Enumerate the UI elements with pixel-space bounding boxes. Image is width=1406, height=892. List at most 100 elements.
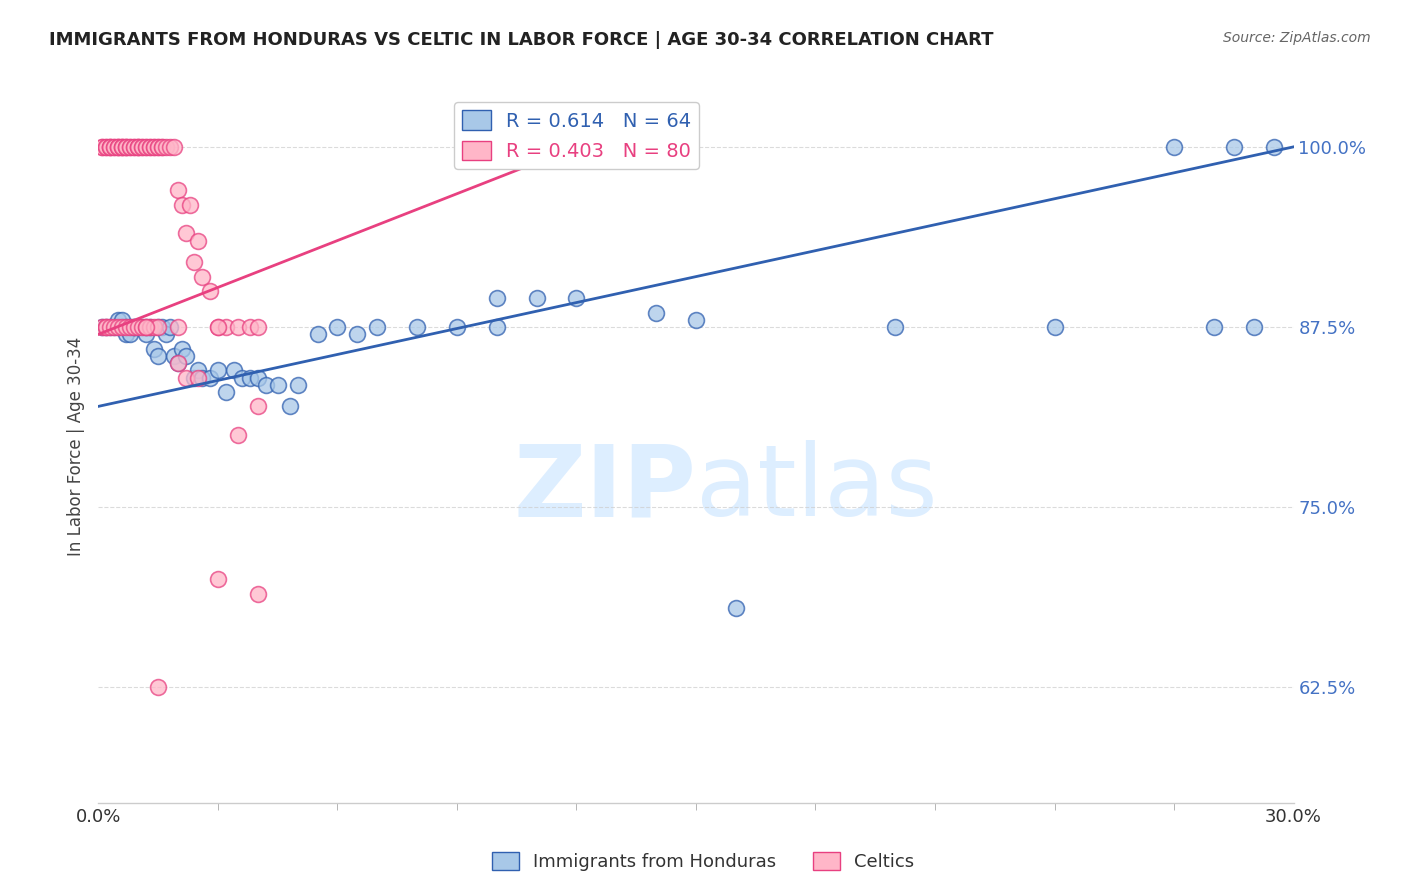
Point <box>191 269 214 284</box>
Point <box>127 140 149 154</box>
Point <box>124 320 146 334</box>
Point <box>187 370 209 384</box>
Point <box>226 428 249 442</box>
Point <box>103 320 125 334</box>
Point <box>565 291 588 305</box>
Point <box>143 342 166 356</box>
Point <box>267 377 290 392</box>
Point <box>207 320 229 334</box>
Y-axis label: In Labor Force | Age 30-34: In Labor Force | Age 30-34 <box>66 336 84 556</box>
Point <box>172 342 194 356</box>
Point <box>124 320 146 334</box>
Point <box>111 140 134 154</box>
Text: Source: ZipAtlas.com: Source: ZipAtlas.com <box>1223 31 1371 45</box>
Point <box>91 140 114 154</box>
Point <box>148 140 170 154</box>
Point <box>96 140 118 154</box>
Point <box>187 363 209 377</box>
Point <box>254 377 277 392</box>
Point <box>115 320 138 334</box>
Point <box>139 320 162 334</box>
Point <box>215 320 238 334</box>
Point <box>98 320 122 334</box>
Point <box>120 327 142 342</box>
Point <box>143 140 166 154</box>
Point <box>96 320 118 334</box>
Point <box>155 140 177 154</box>
Point <box>115 327 138 342</box>
Point <box>246 370 269 384</box>
Point <box>191 370 214 384</box>
Point <box>96 140 118 154</box>
Point <box>124 320 146 334</box>
Point <box>207 320 229 334</box>
Point <box>198 284 221 298</box>
Point <box>246 400 269 414</box>
Point <box>183 370 205 384</box>
Point <box>143 320 166 334</box>
Point <box>167 320 190 334</box>
Point <box>127 320 149 334</box>
Point <box>120 320 142 334</box>
Point <box>135 320 157 334</box>
Point <box>526 291 548 305</box>
Point <box>120 140 142 154</box>
Point <box>139 320 162 334</box>
Text: atlas: atlas <box>696 441 938 537</box>
Point <box>131 140 153 154</box>
Point <box>148 681 170 695</box>
Point <box>1243 320 1265 334</box>
Point <box>124 140 146 154</box>
Point <box>172 197 194 211</box>
Point <box>246 587 269 601</box>
Point <box>159 140 181 154</box>
Point <box>150 320 173 334</box>
Point <box>148 320 170 334</box>
Point <box>139 140 162 154</box>
Point <box>346 327 368 342</box>
Point <box>111 140 134 154</box>
Point <box>198 370 221 384</box>
Point <box>91 140 114 154</box>
Point <box>307 327 329 342</box>
Point <box>98 140 122 154</box>
Point <box>131 320 153 334</box>
Point <box>163 349 186 363</box>
Point <box>187 234 209 248</box>
Point <box>115 140 138 154</box>
Point <box>98 320 122 334</box>
Legend: Immigrants from Honduras, Celtics: Immigrants from Honduras, Celtics <box>485 845 921 879</box>
Point <box>1202 320 1225 334</box>
Point <box>1223 140 1246 154</box>
Point <box>148 140 170 154</box>
Point <box>159 320 181 334</box>
Point <box>215 384 238 399</box>
Point <box>135 320 157 334</box>
Point <box>91 320 114 334</box>
Point <box>143 140 166 154</box>
Point <box>107 320 129 334</box>
Point <box>131 320 153 334</box>
Point <box>174 227 197 241</box>
Point <box>1043 320 1066 334</box>
Point <box>150 140 173 154</box>
Point <box>1263 140 1285 154</box>
Point <box>98 140 122 154</box>
Point <box>135 320 157 334</box>
Point <box>103 140 125 154</box>
Point <box>139 140 162 154</box>
Point <box>135 140 157 154</box>
Legend: R = 0.614   N = 64, R = 0.403   N = 80: R = 0.614 N = 64, R = 0.403 N = 80 <box>454 103 699 169</box>
Point <box>111 320 134 334</box>
Point <box>724 601 747 615</box>
Point <box>120 140 142 154</box>
Point <box>167 356 190 370</box>
Point <box>131 140 153 154</box>
Point <box>91 320 114 334</box>
Point <box>127 320 149 334</box>
Point <box>231 370 253 384</box>
Point <box>174 349 197 363</box>
Point <box>167 183 190 197</box>
Point <box>645 306 668 320</box>
Point <box>239 320 262 334</box>
